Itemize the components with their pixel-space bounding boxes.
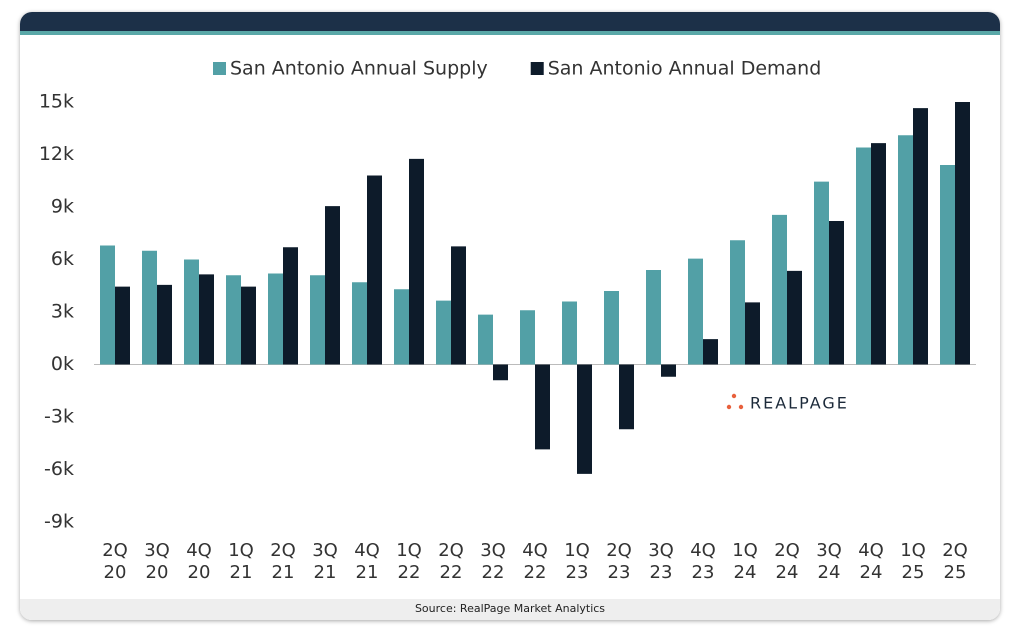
bar (661, 364, 676, 377)
bar (940, 165, 955, 365)
bar (688, 258, 703, 365)
bar (226, 275, 241, 365)
header-band (20, 12, 1000, 31)
x-tick-label: 2Q 21 (270, 540, 296, 583)
bar (184, 259, 199, 365)
y-tick-label: 6k (51, 248, 74, 270)
y-tick-label: -3k (44, 406, 74, 428)
bar (898, 135, 913, 365)
bar (871, 143, 886, 365)
bar (730, 240, 745, 365)
bar (493, 364, 508, 381)
x-tick-label: 1Q 25 (900, 540, 926, 583)
x-tick-label: 2Q 25 (942, 540, 968, 583)
x-tick-label: 4Q 23 (690, 540, 716, 583)
logo: REALPAGE (726, 394, 849, 413)
x-tick-label: 2Q 20 (102, 540, 128, 583)
bar (394, 289, 409, 365)
legend-label: San Antonio Annual Demand (548, 58, 822, 80)
y-tick-label: 0k (51, 353, 74, 375)
footer-band (20, 599, 1000, 620)
bar (787, 270, 802, 365)
x-tick-label: 2Q 23 (606, 540, 632, 583)
bar (310, 275, 325, 365)
bar (535, 364, 550, 450)
bar (577, 364, 592, 474)
y-tick-label: 3k (51, 301, 74, 323)
bar (913, 108, 928, 365)
bar (142, 250, 157, 365)
y-tick-label: 12k (39, 143, 74, 165)
legend-label: San Antonio Annual Supply (230, 58, 488, 80)
bar (241, 286, 256, 365)
y-tick-label: -6k (44, 458, 74, 480)
y-tick-label: 9k (51, 196, 74, 218)
y-tick-label: -9k (44, 511, 74, 533)
bar (619, 364, 634, 430)
x-tick-label: 1Q 23 (564, 540, 590, 583)
y-tick-label: 15k (39, 91, 74, 113)
source: Source: RealPage Market Analytics (415, 602, 605, 615)
bar (955, 102, 970, 365)
bar (451, 246, 466, 365)
bar (745, 302, 760, 365)
bar (703, 339, 718, 365)
x-tick-label: 2Q 24 (774, 540, 800, 583)
x-tick-label: 3Q 20 (144, 540, 170, 583)
bar (325, 206, 340, 365)
bar (100, 245, 115, 365)
card (20, 12, 1000, 620)
header-accent (20, 31, 1000, 35)
bar (829, 221, 844, 365)
bar (352, 282, 367, 365)
bar (199, 274, 214, 365)
bar (436, 300, 451, 365)
x-tick-label: 1Q 24 (732, 540, 758, 583)
bar (367, 175, 382, 365)
x-tick-label: 1Q 21 (228, 540, 254, 583)
x-tick-label: 3Q 24 (816, 540, 842, 583)
bar (409, 158, 424, 365)
bar (814, 181, 829, 365)
bar (604, 291, 619, 365)
bar (283, 247, 298, 365)
bar (157, 284, 172, 365)
x-tick-label: 3Q 21 (312, 540, 338, 583)
x-tick-label: 3Q 22 (480, 540, 506, 583)
legend-swatch (530, 62, 544, 75)
bar (520, 310, 535, 365)
bar (772, 214, 787, 365)
x-tick-label: 4Q 20 (186, 540, 212, 583)
x-tick-label: 4Q 24 (858, 540, 884, 583)
x-tick-label: 4Q 22 (522, 540, 548, 583)
bar (856, 147, 871, 365)
bar (478, 314, 493, 365)
x-tick-label: 4Q 21 (354, 540, 380, 583)
bar (115, 286, 130, 365)
bar (646, 270, 661, 365)
x-tick-label: 3Q 23 (648, 540, 674, 583)
bar (268, 273, 283, 365)
logo-text: REALPAGE (750, 394, 849, 413)
bar (562, 301, 577, 365)
legend-swatch (213, 62, 226, 75)
x-tick-label: 1Q 22 (396, 540, 422, 583)
x-tick-label: 2Q 22 (438, 540, 464, 583)
